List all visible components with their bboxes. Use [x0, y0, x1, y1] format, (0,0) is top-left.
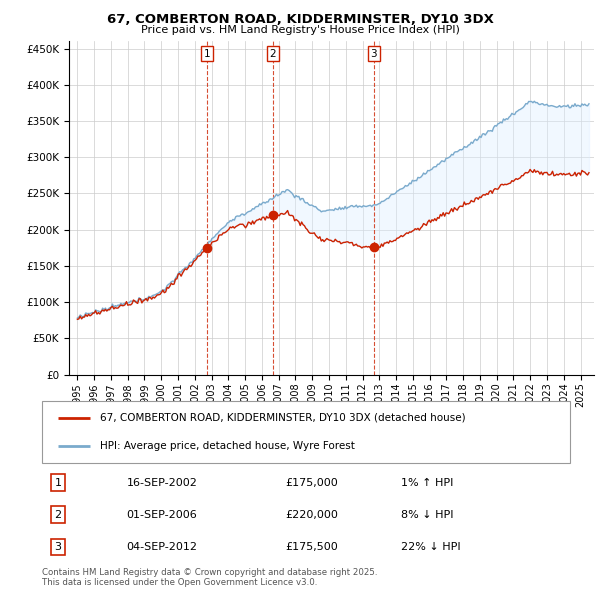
Text: 3: 3: [370, 48, 377, 58]
Text: 67, COMBERTON ROAD, KIDDERMINSTER, DY10 3DX: 67, COMBERTON ROAD, KIDDERMINSTER, DY10 …: [107, 13, 493, 26]
Text: 16-SEP-2002: 16-SEP-2002: [127, 478, 197, 488]
Text: £175,500: £175,500: [285, 542, 338, 552]
Text: £220,000: £220,000: [285, 510, 338, 520]
Text: 22% ↓ HPI: 22% ↓ HPI: [401, 542, 461, 552]
Text: HPI: Average price, detached house, Wyre Forest: HPI: Average price, detached house, Wyre…: [100, 441, 355, 451]
Text: Contains HM Land Registry data © Crown copyright and database right 2025.
This d: Contains HM Land Registry data © Crown c…: [42, 568, 377, 587]
Text: 04-SEP-2012: 04-SEP-2012: [127, 542, 197, 552]
FancyBboxPatch shape: [42, 401, 570, 463]
Text: 67, COMBERTON ROAD, KIDDERMINSTER, DY10 3DX (detached house): 67, COMBERTON ROAD, KIDDERMINSTER, DY10 …: [100, 413, 466, 423]
Text: 01-SEP-2006: 01-SEP-2006: [127, 510, 197, 520]
Text: 2: 2: [269, 48, 276, 58]
Text: 1% ↑ HPI: 1% ↑ HPI: [401, 478, 454, 488]
Text: 1: 1: [203, 48, 210, 58]
Text: 1: 1: [55, 478, 61, 488]
Text: £175,000: £175,000: [285, 478, 338, 488]
Text: 8% ↓ HPI: 8% ↓ HPI: [401, 510, 454, 520]
Text: 2: 2: [54, 510, 61, 520]
Text: Price paid vs. HM Land Registry's House Price Index (HPI): Price paid vs. HM Land Registry's House …: [140, 25, 460, 35]
Text: 3: 3: [55, 542, 61, 552]
